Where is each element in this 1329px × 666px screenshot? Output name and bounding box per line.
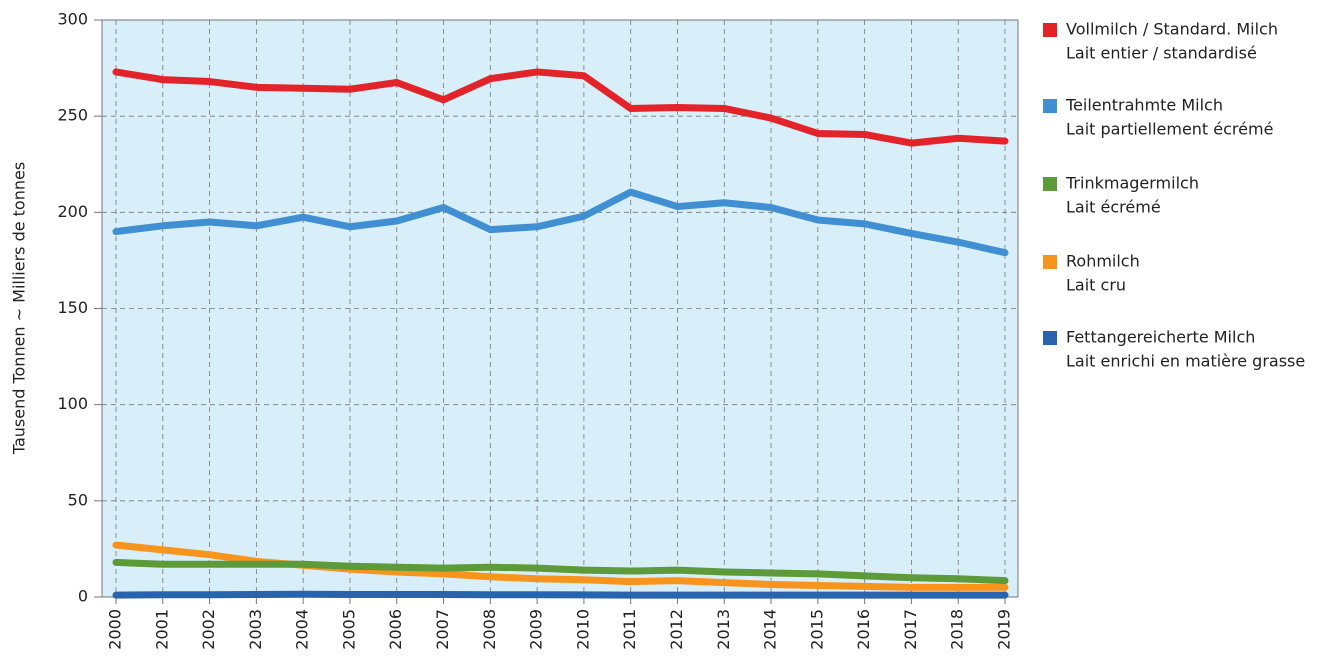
legend-swatch — [1043, 99, 1057, 113]
line-series — [112, 590, 1009, 599]
legend-label: Lait partiellement écrémé — [1066, 120, 1273, 139]
y-tick-label: 100 — [57, 394, 88, 413]
legend-swatch — [1043, 331, 1057, 345]
x-tick-label: 2010 — [573, 609, 592, 650]
x-tick-label: 2014 — [761, 609, 780, 650]
x-tick-label: 2019 — [995, 609, 1014, 650]
x-tick-label: 2006 — [386, 609, 405, 650]
y-axis-label: Tausend Tonnen ~ Milliers de tonnes — [10, 162, 29, 455]
line-series — [112, 558, 1009, 585]
legend-label: Fettangereicherte Milch — [1066, 328, 1255, 347]
y-tick-label: 200 — [57, 202, 88, 221]
x-tick-label: 2005 — [339, 609, 358, 650]
legend-label: Trinkmagermilch — [1065, 174, 1199, 193]
x-tick-label: 2007 — [433, 609, 452, 650]
legend-label: Lait écrémé — [1066, 198, 1161, 217]
x-tick-label: 2012 — [667, 609, 686, 650]
line-series — [112, 68, 1009, 147]
legend-label: Lait cru — [1066, 276, 1126, 295]
x-tick-label: 2009 — [527, 609, 546, 650]
x-tick-label: 2015 — [807, 609, 826, 650]
x-tick-label: 2003 — [246, 609, 265, 650]
x-tick-label: 2016 — [854, 609, 873, 650]
y-tick-label: 250 — [57, 106, 88, 125]
plot-background — [101, 19, 1019, 598]
x-tick-label: 2004 — [293, 609, 312, 650]
x-tick-label: 2008 — [480, 609, 499, 650]
x-tick-label: 2001 — [152, 609, 171, 650]
x-tick-label: 2018 — [948, 609, 967, 650]
legend-label: Lait entier / standardisé — [1066, 44, 1257, 63]
legend-label: Rohmilch — [1066, 252, 1140, 271]
y-tick-label: 300 — [57, 10, 88, 29]
x-tick-label: 2017 — [901, 609, 920, 650]
legend-label: Vollmilch / Standard. Milch — [1066, 20, 1278, 39]
y-tick-label: 0 — [78, 587, 88, 606]
legend-swatch — [1043, 255, 1057, 269]
y-tick-label: 150 — [57, 298, 88, 317]
legend-swatch — [1043, 177, 1057, 191]
legend-swatch — [1043, 23, 1057, 37]
x-tick-label: 2011 — [620, 609, 639, 650]
x-tick-label: 2013 — [714, 609, 733, 650]
legend-label: Teilentrahmte Milch — [1065, 96, 1223, 115]
x-tick-label: 2000 — [106, 609, 125, 650]
line-series — [112, 188, 1009, 257]
legend-label: Lait enrichi en matière grasse — [1066, 352, 1305, 371]
x-tick-label: 2002 — [199, 609, 218, 650]
y-tick-label: 50 — [68, 490, 88, 509]
